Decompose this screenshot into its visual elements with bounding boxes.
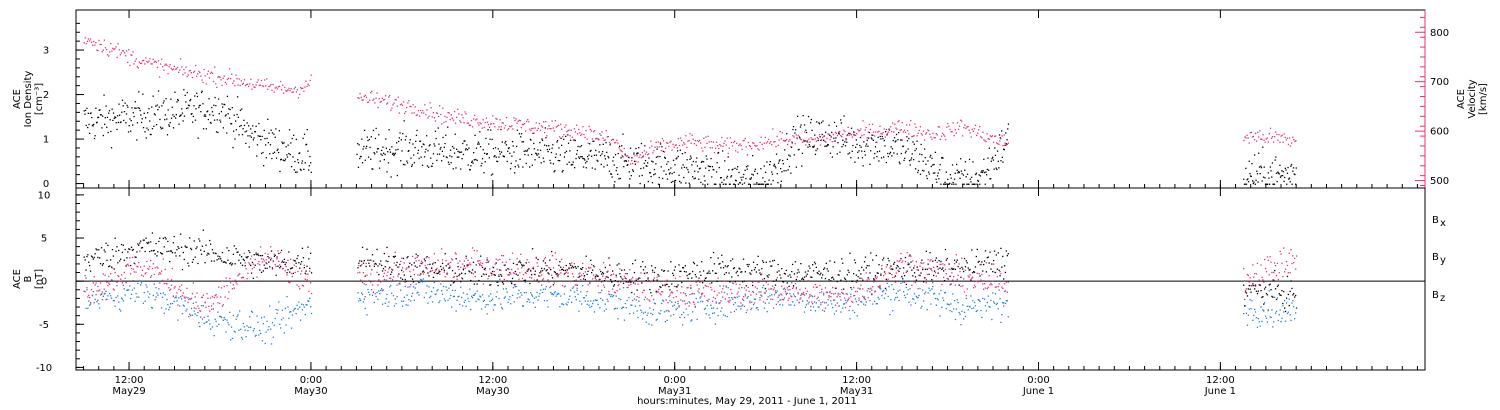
velocity-tick-label: 600 [1430, 127, 1449, 138]
velocity-points [83, 37, 1297, 165]
time-tick-label: 0:00 [1027, 375, 1049, 386]
density-tick-label: 1 [43, 135, 49, 146]
time-tick-label: 12:00 [1206, 375, 1235, 386]
density-tick-label: 3 [43, 46, 49, 57]
bx-points [83, 229, 1298, 313]
magnetic-panel-frame [75, 187, 1426, 371]
time-tick-label: 0:00 [300, 375, 322, 386]
x-axis-label: hours:minutes, May 29, 2011 - June 1, 20… [637, 396, 857, 407]
density-tick-label: 2 [43, 90, 49, 101]
legend-bz-sub: z [1440, 293, 1445, 304]
legend-bx-sub: x [1440, 218, 1446, 229]
density-axis-label-line: ACE [12, 89, 23, 109]
legend-bz-name: B [1432, 290, 1439, 301]
density-axis-label-line: [cm⁻³] [34, 83, 45, 115]
velocity-tick-label: 500 [1430, 176, 1449, 187]
b-tick-label: 0 [41, 277, 47, 288]
date-tick-label: June 1 [1204, 386, 1236, 397]
time-tick-label: 12:00 [478, 375, 507, 386]
b-tick-label: 5 [41, 234, 47, 245]
date-tick-label: May31 [840, 386, 873, 397]
time-tick-label: 0:00 [663, 375, 685, 386]
date-tick-label: May29 [112, 386, 145, 397]
b-tick-label: -10 [36, 363, 52, 374]
b-tick-label: 10 [38, 190, 51, 201]
legend-bx-name: B [1432, 215, 1439, 226]
b-axis-label-line: B [23, 275, 34, 282]
legend-by-sub: y [1440, 255, 1446, 266]
date-tick-label: May31 [658, 386, 691, 397]
velocity-axis-label-line: ACE [1456, 89, 1467, 109]
velocity-tick-label: 700 [1430, 77, 1449, 88]
time-tick-label: 12:00 [115, 375, 144, 386]
b-axis-label-line: ACE [12, 269, 23, 289]
velocity-axis-label-line: Velocity [1467, 79, 1478, 118]
velocity-tick-label: 800 [1430, 28, 1449, 39]
velocity-axis-label-line: [km/s] [1478, 83, 1489, 115]
time-axis: 12:00May290:00May3012:00May300:00May3112… [83, 10, 1418, 397]
date-tick-label: May30 [476, 386, 509, 397]
time-tick-label: 12:00 [842, 375, 871, 386]
density-points [83, 89, 1297, 185]
b-axis-label-line: [nT] [34, 269, 45, 289]
density-axis-label-line: Ion Density [23, 71, 34, 128]
bz-points [83, 246, 1298, 319]
plasma-panel-frame [75, 9, 1426, 189]
date-tick-label: May30 [294, 386, 327, 397]
by-points [83, 275, 1298, 345]
density-tick-label: 0 [43, 179, 49, 190]
legend-by-name: B [1432, 252, 1439, 263]
date-tick-label: June 1 [1022, 386, 1054, 397]
b-tick-label: -5 [39, 320, 49, 331]
